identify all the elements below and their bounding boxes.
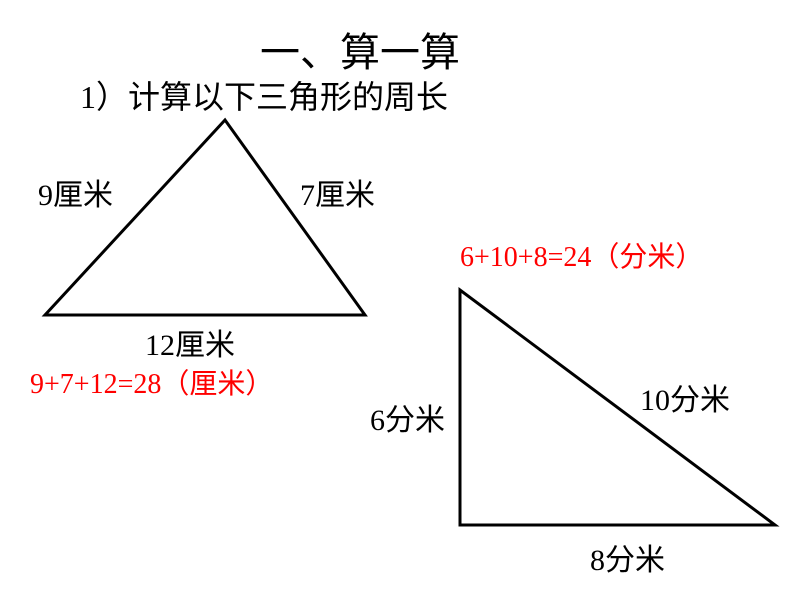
stage: 一、算一算 1）计算以下三角形的周长 9厘米 7厘米 12厘米 9+7+12=2… — [0, 0, 800, 600]
triangle-2-side-left: 6分米 — [370, 395, 445, 439]
triangle-2-answer: 6+10+8=24（分米） — [460, 235, 703, 275]
triangle-2-side-hypotenuse: 10分米 — [640, 375, 730, 419]
triangle-2-side-bottom: 8分米 — [590, 535, 665, 579]
triangle-2-svg — [0, 0, 800, 600]
